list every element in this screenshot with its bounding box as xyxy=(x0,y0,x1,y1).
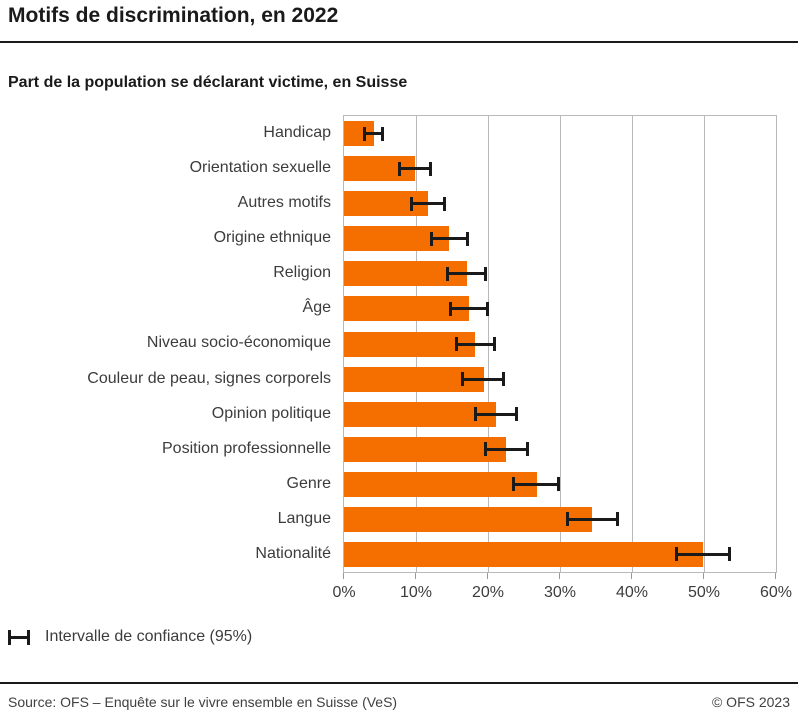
x-tick xyxy=(343,573,344,579)
gridline xyxy=(631,116,633,572)
category-label: Opinion politique xyxy=(211,404,331,422)
page-title: Motifs de discrimination, en 2022 xyxy=(8,4,339,27)
error-bar xyxy=(484,442,530,457)
error-bar xyxy=(445,266,487,281)
copyright-text: © OFS 2023 xyxy=(711,694,790,710)
footer: Source: OFS – Enquête sur le vivre ensem… xyxy=(8,694,790,710)
category-label: Origine ethnique xyxy=(213,229,331,247)
error-bar xyxy=(410,196,447,211)
category-label: Nationalité xyxy=(255,544,331,562)
category-label: Autres motifs xyxy=(237,194,331,212)
source-text: Source: OFS – Enquête sur le vivre ensem… xyxy=(8,694,398,710)
category-label: Niveau socio-économique xyxy=(146,334,331,352)
x-tick-label: 20% xyxy=(471,584,505,601)
legend: Intervalle de confiance (95%) xyxy=(8,628,252,646)
category-label: Handicap xyxy=(263,124,331,141)
x-tick xyxy=(775,573,776,579)
bar xyxy=(344,471,537,497)
error-bar xyxy=(449,301,490,316)
x-tick-label: 60% xyxy=(759,584,793,601)
category-label: Couleur de peau, signes corporels xyxy=(87,369,331,387)
bar xyxy=(344,541,703,567)
x-tick-label: 40% xyxy=(615,584,649,601)
gridline xyxy=(703,116,705,572)
bar xyxy=(344,436,506,462)
chart-subtitle: Part de la population se déclarant victi… xyxy=(8,74,408,91)
bar xyxy=(344,506,593,532)
error-bar xyxy=(675,547,731,562)
bar xyxy=(344,331,476,357)
legend-label: Intervalle de confiance (95%) xyxy=(45,628,253,645)
x-tick-label: 50% xyxy=(687,584,721,601)
footer-divider xyxy=(0,682,798,684)
chart: Handicap Orientation sexuelle Autres motif… xyxy=(0,110,798,610)
category-label: Religion xyxy=(273,264,331,282)
category-label: Langue xyxy=(277,509,331,527)
x-tick-label: 0% xyxy=(332,584,356,601)
x-tick xyxy=(703,573,704,579)
category-label: Genre xyxy=(286,474,331,492)
category-label: Âge xyxy=(302,299,331,317)
confidence-interval-icon xyxy=(8,629,30,645)
x-tick-label: 10% xyxy=(399,584,433,601)
x-tick xyxy=(415,573,416,579)
error-bar xyxy=(429,231,470,246)
category-label: Position professionnelle xyxy=(162,439,331,457)
bar xyxy=(344,366,484,392)
title-divider xyxy=(0,41,798,43)
error-bar xyxy=(454,337,496,351)
error-bar xyxy=(512,477,560,492)
bar xyxy=(344,401,496,427)
error-bar xyxy=(474,407,519,422)
error-bar xyxy=(362,126,385,141)
bar xyxy=(344,296,470,322)
error-bar xyxy=(565,512,620,527)
plot-area xyxy=(343,115,777,573)
error-bar xyxy=(398,161,432,176)
x-tick xyxy=(487,573,488,579)
x-tick xyxy=(631,573,632,579)
gridline xyxy=(559,116,561,572)
x-tick-label: 30% xyxy=(543,584,577,601)
category-label: Orientation sexuelle xyxy=(189,159,331,177)
x-tick xyxy=(559,573,560,579)
error-bar xyxy=(461,372,505,387)
